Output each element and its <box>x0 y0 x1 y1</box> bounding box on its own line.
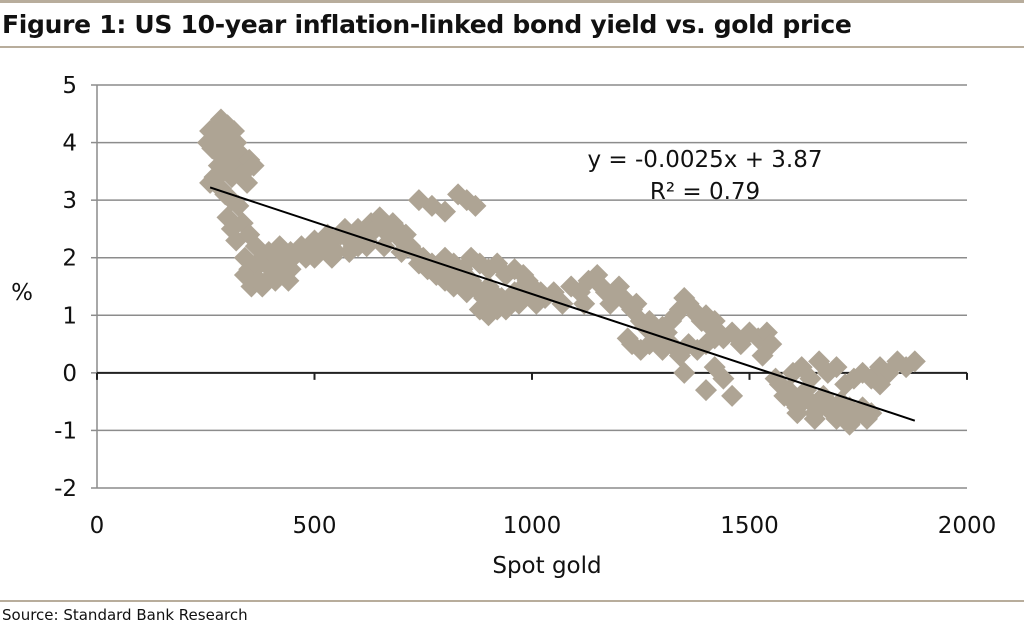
title-rule <box>0 46 1024 48</box>
data-point <box>227 194 250 217</box>
data-point <box>244 235 267 258</box>
y-tick-label: 0 <box>62 361 77 387</box>
data-point <box>268 235 291 258</box>
x-tick-label: 1500 <box>720 513 779 539</box>
trendline-equation: y = -0.0025x + 3.87 <box>588 147 823 173</box>
data-point <box>803 407 826 430</box>
data-point <box>494 263 517 286</box>
data-point <box>233 246 256 269</box>
trendline-group <box>209 186 916 422</box>
data-point <box>751 344 774 367</box>
data-point <box>464 194 487 217</box>
y-tick-label: -1 <box>54 418 77 444</box>
source-note: Source: Standard Bank Research <box>2 606 248 624</box>
data-point <box>320 246 343 269</box>
x-tick-label: 2000 <box>938 513 997 539</box>
y-axis-ticks: 5 4 3 2 1 0 -1 -2 <box>54 73 77 502</box>
trendline <box>209 186 916 422</box>
data-point <box>721 384 744 407</box>
data-point <box>695 379 717 402</box>
data-point <box>403 240 426 263</box>
data-point <box>838 413 861 436</box>
r-squared-label: R² = 0.79 <box>650 179 760 205</box>
x-axis-ticks: 0 500 1000 1500 2000 <box>90 513 997 539</box>
y-tick-label: -2 <box>54 476 77 502</box>
data-point <box>434 246 456 269</box>
data-point <box>903 350 926 373</box>
data-point <box>460 246 483 269</box>
y-tick-label: 1 <box>62 303 77 329</box>
data-point <box>347 235 369 258</box>
data-point <box>477 304 500 327</box>
y-tick-label: 3 <box>62 188 77 214</box>
top-rule <box>0 0 1024 3</box>
x-tick-label: 1000 <box>503 513 562 539</box>
data-point <box>373 235 396 258</box>
data-point <box>236 171 259 194</box>
data-point <box>242 154 265 177</box>
data-point <box>869 373 891 396</box>
data-point <box>599 292 622 315</box>
data-point <box>494 292 517 315</box>
data-point <box>434 200 456 223</box>
data-point <box>390 240 413 263</box>
y-tick-label: 5 <box>62 73 77 99</box>
source-rule <box>0 600 1024 602</box>
scatter-chart: 5 4 3 2 1 0 -1 -2 0 500 1000 1500 2000 y = -0.0025x… <box>11 73 997 579</box>
data-point <box>303 229 326 252</box>
x-axis-label: Spot gold <box>492 553 601 579</box>
data-point <box>825 356 848 379</box>
x-tick-label: 500 <box>293 513 337 539</box>
y-tick-label: 4 <box>62 131 77 157</box>
data-point <box>673 361 696 384</box>
y-axis-label: % <box>11 280 33 306</box>
y-tick-label: 2 <box>62 246 77 272</box>
data-point <box>786 402 809 425</box>
data-point <box>625 292 648 315</box>
figure-title: Figure 1: US 10-year inflation-linked bo… <box>2 10 852 39</box>
x-tick-label: 0 <box>90 513 105 539</box>
data-point <box>246 269 269 292</box>
data-point <box>712 367 735 390</box>
data-point <box>229 143 252 166</box>
